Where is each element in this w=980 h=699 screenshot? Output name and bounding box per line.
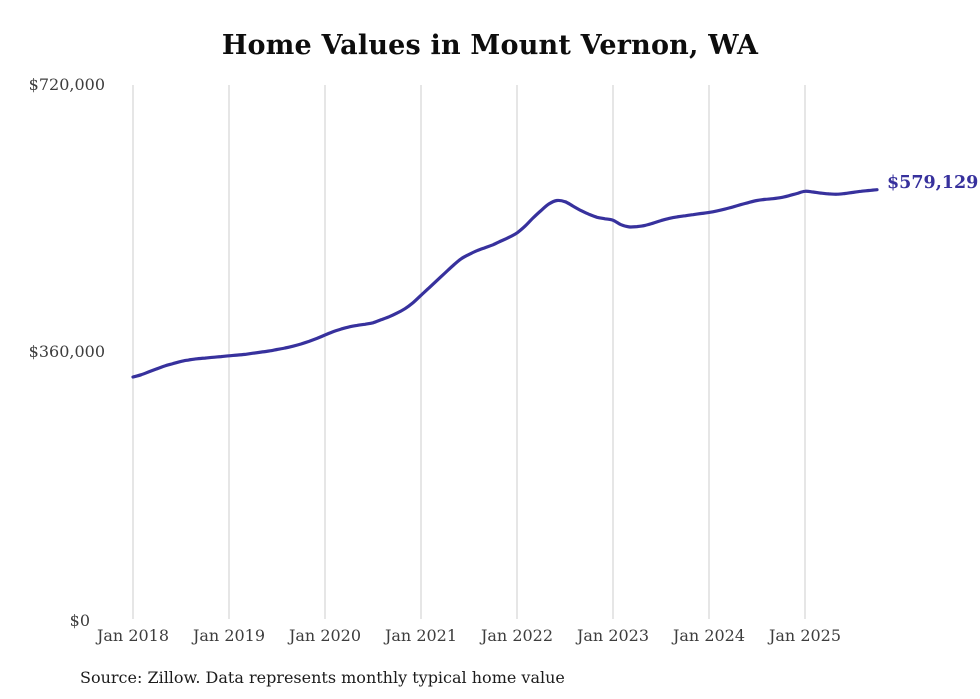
x-axis-label: Jan 2020 [288,626,362,645]
y-axis-label-0: $0 [69,611,90,630]
chart-title: Home Values in Mount Vernon, WA [221,30,759,61]
x-axis-label: Jan 2018 [96,626,170,645]
x-axis-label: Jan 2025 [768,626,842,645]
x-axis-label: Jan 2023 [576,626,650,645]
x-axis-label: Jan 2019 [192,626,266,645]
x-axis-label: Jan 2021 [384,626,458,645]
y-axis-label-720000: $720,000 [28,75,105,94]
x-axis-label: Jan 2024 [672,626,746,645]
home-value-line [131,188,879,379]
latest-value-label: $579,129 [887,173,979,193]
source-note: Source: Zillow. Data represents monthly … [80,668,565,687]
x-axis-label: Jan 2022 [480,626,554,645]
y-axis-label-360000: $360,000 [28,342,105,361]
